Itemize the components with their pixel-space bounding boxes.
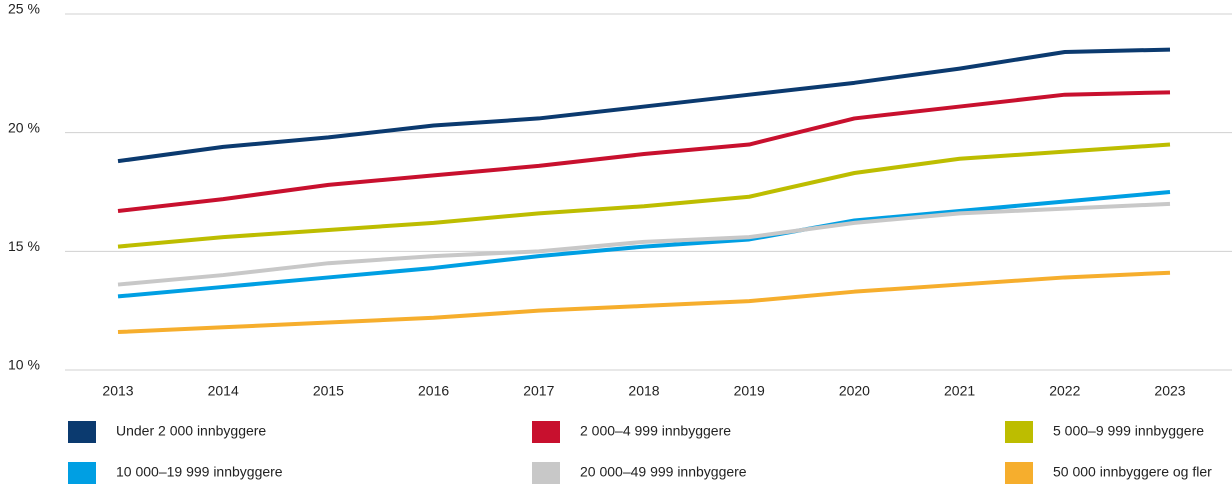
x-tick-label: 2019: [734, 383, 765, 399]
y-tick-label: 20 %: [8, 119, 40, 135]
series-line: [117, 270, 1171, 335]
series-line: [117, 47, 1171, 164]
x-tick-label: 2020: [839, 383, 870, 399]
x-tick-label: 2014: [208, 383, 239, 399]
x-tick-label: 2013: [102, 383, 133, 399]
x-tick-label: 2017: [523, 383, 554, 399]
legend-label: Under 2 000 innbyggere: [116, 423, 266, 439]
x-tick-label: 2018: [628, 383, 659, 399]
legend-swatch: [68, 421, 96, 443]
x-tick-label: 2022: [1049, 383, 1080, 399]
x-tick-label: 2021: [944, 383, 975, 399]
series-line: [117, 90, 1171, 213]
legend-label: 2 000–4 999 innbyggere: [580, 423, 731, 439]
y-tick-label: 15 %: [8, 238, 40, 254]
y-tick-label: 25 %: [8, 1, 40, 17]
y-tick-label: 10 %: [8, 357, 40, 373]
series-line: [117, 142, 1171, 249]
legend-label: 10 000–19 999 innbyggere: [116, 464, 283, 480]
legend-swatch: [532, 462, 560, 484]
series-line: [117, 201, 1171, 287]
legend-swatch: [68, 462, 96, 484]
legend-swatch: [532, 421, 560, 443]
legend-label: 20 000–49 999 innbyggere: [580, 464, 747, 480]
x-tick-label: 2016: [418, 383, 449, 399]
legend-swatch: [1005, 462, 1033, 484]
series-line: [117, 190, 1171, 299]
legend-swatch: [1005, 421, 1033, 443]
x-tick-label: 2015: [313, 383, 344, 399]
legend-label: 5 000–9 999 innbyggere: [1053, 423, 1204, 439]
legend-label: 50 000 innbyggere og fler: [1053, 464, 1212, 480]
x-tick-label: 2023: [1154, 383, 1185, 399]
